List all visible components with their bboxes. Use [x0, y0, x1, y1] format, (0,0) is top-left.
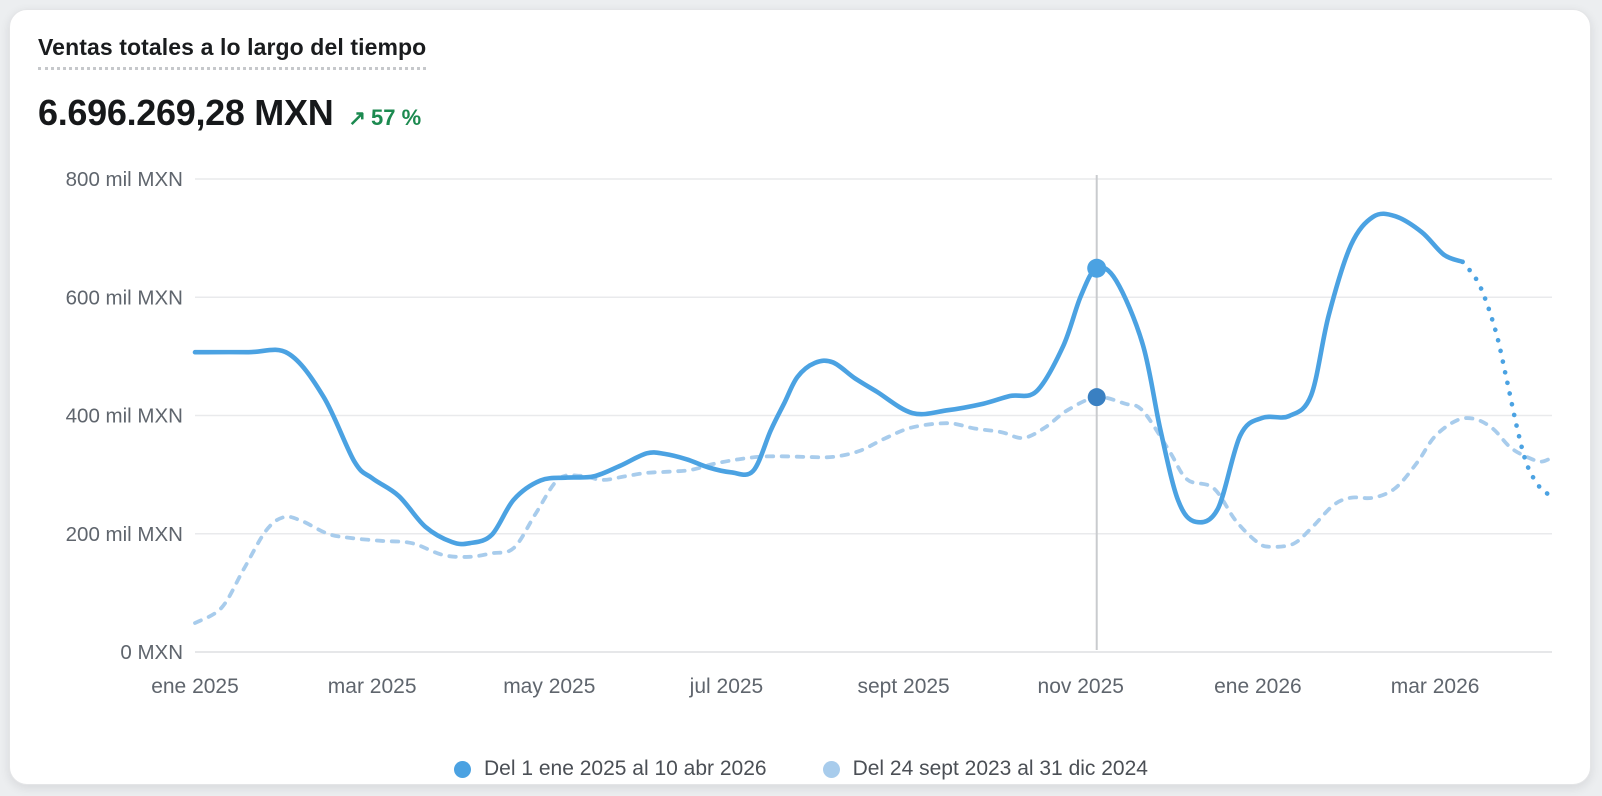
x-axis-tick-label: mar 2026: [1391, 675, 1480, 698]
x-axis-tick-label: ene 2025: [151, 675, 239, 698]
marker-dot-current: [1087, 258, 1107, 278]
delta-percent: 57 %: [371, 105, 422, 130]
amount-row: 6.696.269,28 MXN ↗ 57 %: [38, 92, 421, 134]
legend-dot-icon: [454, 760, 472, 778]
marker-dot-comparison: [1087, 388, 1106, 407]
series-current-line: [192, 211, 1465, 547]
legend-label: Del 24 sept 2023 al 31 dic 2024: [852, 757, 1148, 780]
legend-label: Del 1 ene 2025 al 10 abr 2026: [484, 757, 767, 780]
y-axis-tick-label: 200 mil MXN: [66, 523, 183, 546]
trend-up-icon: ↗: [348, 107, 367, 130]
y-axis-tick-label: 800 mil MXN: [66, 168, 183, 191]
delta-badge: ↗ 57 %: [348, 105, 421, 131]
legend-item-2: Del 24 sept 2023 al 31 dic 2024: [822, 757, 1148, 781]
x-axis-tick-label: nov 2025: [1038, 675, 1124, 698]
x-axis-tick-label: may 2025: [503, 675, 595, 698]
y-axis-tick-label: 400 mil MXN: [66, 405, 183, 428]
series-current-projection-dots: [1460, 259, 1555, 499]
chart-title[interactable]: Ventas totales a lo largo del tiempo: [38, 34, 427, 70]
x-axis-tick-label: ene 2026: [1214, 675, 1302, 698]
sales-card: [9, 9, 1591, 785]
x-axis-tick-label: mar 2025: [328, 675, 417, 698]
y-axis-tick-label: 600 mil MXN: [66, 286, 183, 309]
series-comparison-line: [193, 395, 1554, 625]
total-sales-value: 6.696.269,28 MXN: [38, 92, 334, 133]
legend-item-1: Del 1 ene 2025 al 10 abr 2026: [454, 757, 767, 781]
x-axis-tick-label: sept 2025: [857, 675, 949, 698]
chart-legend: Del 1 ene 2025 al 10 abr 2026 Del 24 sept…: [0, 757, 1602, 781]
y-axis-tick-label: 0 MXN: [120, 641, 183, 664]
legend-dot-icon: [822, 760, 840, 778]
x-axis-tick-label: jul 2025: [689, 675, 764, 698]
